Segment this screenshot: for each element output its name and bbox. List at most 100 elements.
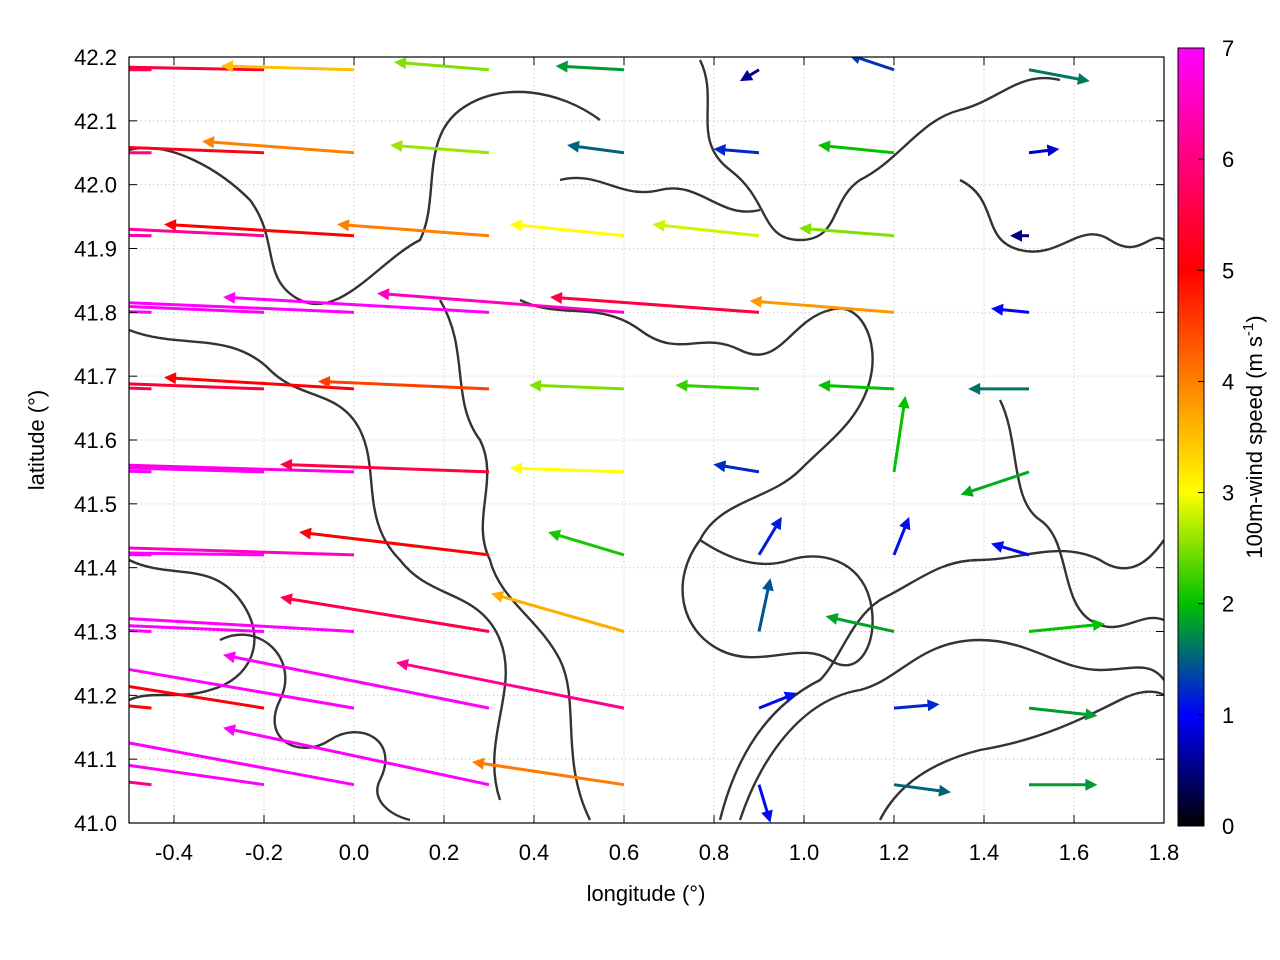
x-tick-label: 0.6 [609, 840, 640, 865]
wind-vector-head [0, 545, 10, 557]
wind-vector-shaft [892, 402, 906, 473]
terrain-contour [129, 90, 601, 306]
x-tick-label: -0.2 [245, 840, 283, 865]
wind-vector [390, 140, 490, 155]
wind-vector-shaft [129, 668, 355, 710]
wind-vector [394, 57, 490, 72]
colorbar-tick-label: 0 [1222, 814, 1234, 839]
wind-vector-shaft [757, 784, 770, 817]
y-tick-label: 41.5 [74, 492, 117, 517]
x-tick-label: 1.0 [789, 840, 820, 865]
wind-vector-head [472, 757, 485, 770]
wind-vector-head [555, 60, 568, 73]
wind-vector [850, 57, 895, 72]
x-tick-label: 1.4 [969, 840, 1000, 865]
wind-vector [164, 372, 355, 391]
wind-vector-shaft [893, 703, 933, 710]
terrain-contour [219, 633, 411, 822]
grid-lines [129, 56, 1165, 824]
wind-vector-shaft [171, 223, 355, 238]
wind-vector-head [223, 291, 236, 304]
terrain-contour [519, 298, 874, 541]
wind-vector [1028, 619, 1105, 633]
wind-vector-head [991, 541, 1005, 553]
wind-vector [757, 784, 773, 823]
y-tick-label: 41.9 [74, 237, 117, 262]
wind-vector-shaft [305, 531, 490, 557]
wind-vector [223, 291, 490, 314]
wind-vector [567, 140, 625, 155]
wind-vector-head [88, 659, 101, 671]
wind-vector [1029, 778, 1098, 791]
wind-vector [555, 60, 625, 73]
wind-vector-head [897, 395, 910, 409]
wind-vector-head [223, 651, 236, 664]
wind-vector-head [1092, 619, 1105, 632]
wind-vector-head [59, 60, 71, 72]
wind-vector [893, 783, 951, 797]
terrain-contour [129, 558, 256, 702]
wind-vector-head [1085, 778, 1098, 791]
wind-vector-head [318, 375, 331, 388]
wind-vector-shaft [129, 463, 355, 474]
wind-vector-head [713, 460, 727, 473]
x-tick-label: 0.8 [699, 840, 730, 865]
wind-vector [221, 60, 355, 73]
wind-vector [510, 462, 625, 475]
wind-vector-head [529, 379, 542, 392]
wind-vector-head [762, 578, 774, 592]
x-tick-label: 1.6 [1059, 840, 1090, 865]
wind-vector-head [164, 372, 177, 385]
wind-vector-head [548, 529, 562, 542]
wind-vector-head [491, 591, 505, 603]
wind-vector-head [783, 691, 797, 703]
wind-vector-shaft [286, 596, 490, 633]
wind-vector-shaft [557, 296, 760, 314]
wind-vector [396, 658, 625, 710]
wind-vector [825, 613, 895, 633]
wind-vector-head [938, 784, 951, 797]
wind-vector-head [223, 724, 236, 737]
colorbar [1177, 47, 1205, 827]
colorbar-tick-label: 6 [1222, 147, 1234, 172]
wind-vector-head [221, 60, 234, 73]
wind-vector [129, 466, 265, 474]
wind-vector [757, 516, 782, 556]
wind-vector-shaft [129, 624, 265, 633]
wind-vector-head [377, 288, 390, 301]
wind-vector [318, 375, 490, 391]
wind-vector [529, 379, 625, 392]
y-tick-label: 41.4 [74, 556, 117, 581]
wind-vector-head [960, 485, 974, 497]
wind-vector-head [818, 140, 831, 153]
x-tick-label: 0.2 [429, 840, 460, 865]
wind-vector-head [713, 143, 726, 156]
wind-vector [749, 295, 895, 314]
wind-vector-head [652, 219, 666, 232]
y-tick-label: 42.0 [74, 173, 117, 198]
wind-vector-shaft [998, 307, 1030, 314]
wind-vector-shaft [129, 146, 265, 155]
wind-vector [202, 136, 355, 155]
wind-vector-head [390, 140, 403, 153]
wind-vector [223, 724, 490, 787]
wind-vector-shaft [344, 223, 490, 238]
y-tick-label: 41.2 [74, 683, 117, 708]
terrain-contour [438, 299, 592, 821]
colorbar-tick-label: 4 [1222, 369, 1234, 394]
wind-vector [223, 651, 490, 710]
wind-vector-shaft [825, 383, 895, 391]
wind-vector-shaft [1028, 68, 1083, 82]
wind-vector-head [510, 219, 523, 232]
y-axis-ticks: 41.0 41.1 41.2 41.3 41.4 41.5 41.6 41.7 41.8 41.9… [74, 45, 1164, 836]
wind-vector [129, 301, 355, 314]
wind-vector [1028, 144, 1060, 157]
wind-vector [818, 379, 895, 392]
wind-vector-head [770, 516, 782, 531]
wind-vector-head [96, 459, 108, 471]
wind-vector [129, 741, 355, 787]
terrain-contour [559, 176, 761, 213]
wind-vector-shaft [720, 148, 760, 155]
wind-vector-head [0, 295, 10, 307]
